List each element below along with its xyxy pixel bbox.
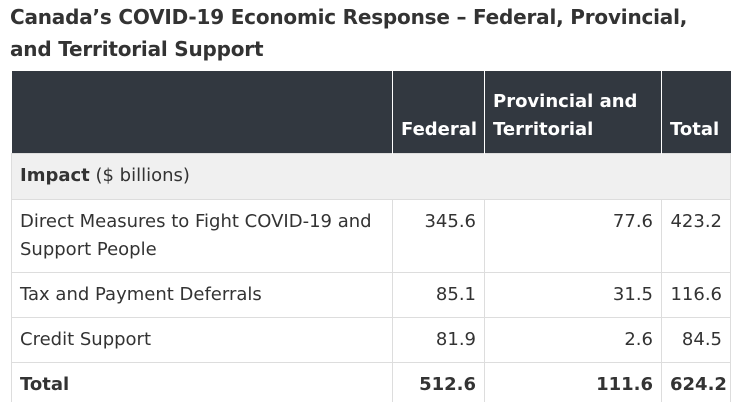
section-label-units: ($ billions) (89, 165, 190, 186)
row-label: Direct Measures to Fight COVID-19 and Su… (11, 199, 393, 273)
provincial-value: 31.5 (484, 272, 662, 318)
total-value: 84.5 (661, 317, 731, 363)
table-header: Federal Provincial and Territorial Total (11, 71, 731, 154)
total-provincial-value: 111.6 (484, 362, 662, 402)
section-label-bold: Impact (20, 165, 90, 186)
total-value: 116.6 (661, 272, 731, 318)
total-value: 423.2 (661, 199, 731, 273)
header-federal: Federal (392, 71, 485, 154)
total-federal-value: 512.6 (392, 362, 485, 402)
provincial-value: 2.6 (484, 317, 662, 363)
table-row: Credit Support 81.9 2.6 84.5 (11, 317, 731, 363)
row-label: Credit Support (11, 317, 393, 363)
header-total: Total (661, 71, 731, 154)
total-row-label: Total (11, 362, 393, 402)
header-empty (11, 71, 393, 154)
provincial-value: 77.6 (484, 199, 662, 273)
header-provincial-territorial: Provincial and Territorial (484, 71, 662, 154)
row-label: Tax and Payment Deferrals (11, 272, 393, 318)
section-row: Impact ($ billions) (11, 153, 731, 200)
page-title: Canada’s COVID-19 Economic Response – Fe… (10, 5, 688, 61)
federal-value: 85.1 (392, 272, 485, 318)
table-row: Direct Measures to Fight COVID-19 and Su… (11, 199, 731, 273)
federal-value: 81.9 (392, 317, 485, 363)
grand-total-value: 624.2 (661, 362, 731, 402)
total-row: Total 512.6 111.6 624.2 (11, 362, 731, 402)
section-label: Impact ($ billions) (11, 153, 731, 200)
federal-value: 345.6 (392, 199, 485, 273)
economic-response-table: Federal Provincial and Territorial Total… (11, 71, 731, 402)
table-row: Tax and Payment Deferrals 85.1 31.5 116.… (11, 272, 731, 318)
